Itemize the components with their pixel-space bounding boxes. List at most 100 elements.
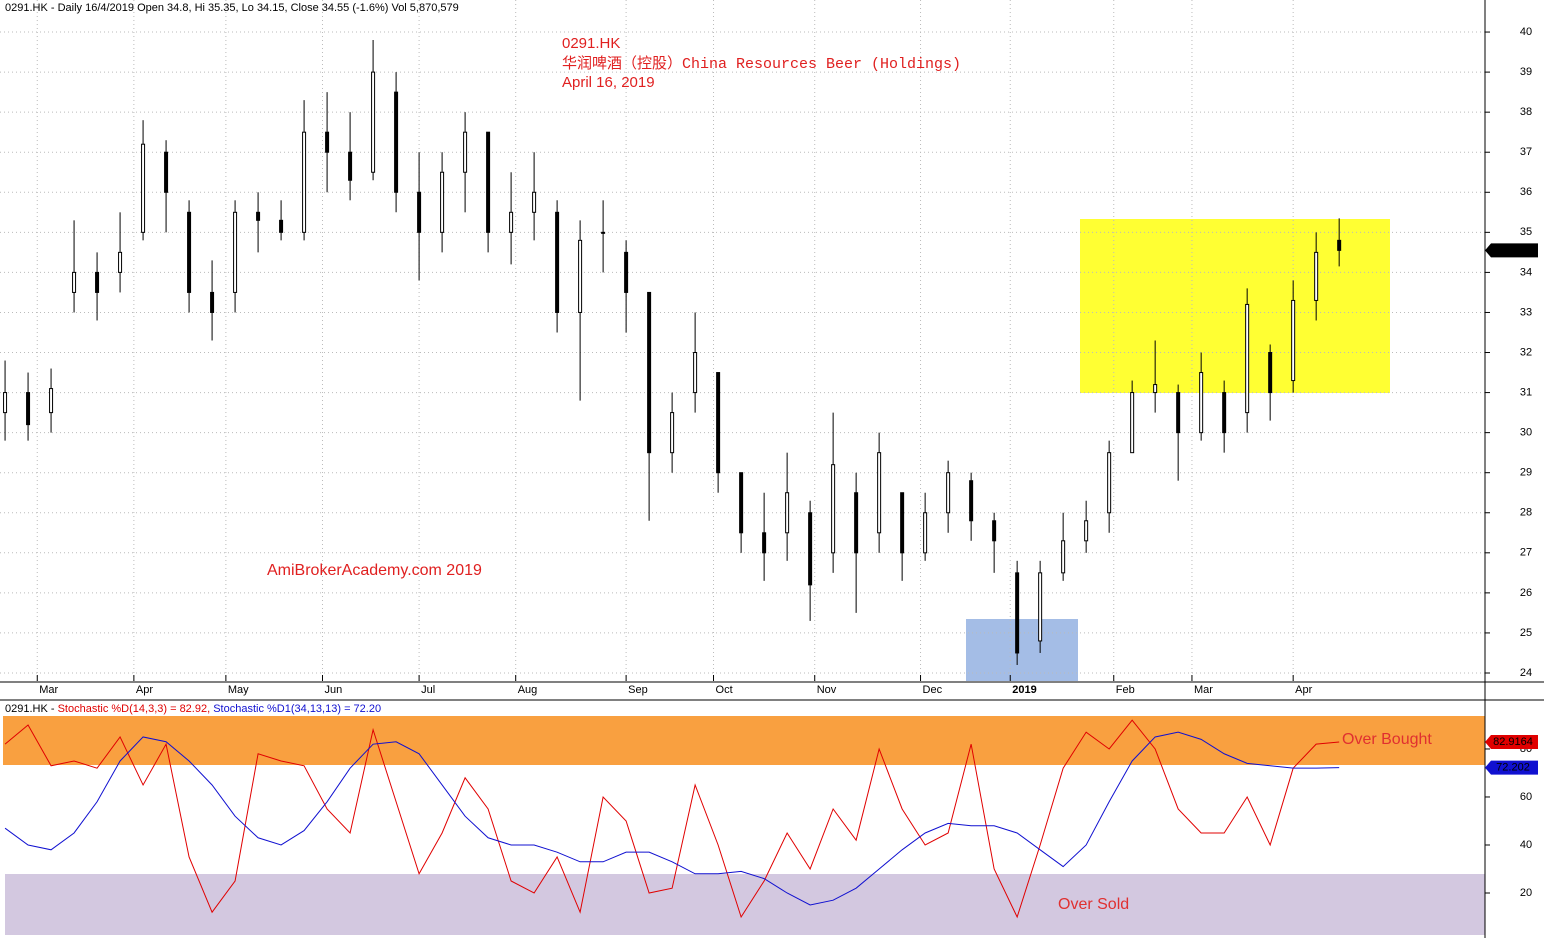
candle-body xyxy=(831,464,836,554)
candle-body xyxy=(808,512,813,586)
candle-body xyxy=(1337,239,1342,251)
series-line xyxy=(4,719,1340,919)
candle-body xyxy=(72,271,77,293)
candle-body xyxy=(969,480,974,522)
x-tick-label: Jul xyxy=(421,684,435,696)
y-tick-label: 32 xyxy=(1520,346,1532,358)
candle-body xyxy=(1291,299,1296,382)
candle-body xyxy=(417,191,422,233)
candle-body xyxy=(141,143,146,233)
candle-body xyxy=(394,91,399,193)
x-tick-label: Oct xyxy=(716,684,733,696)
y-tick-label: 39 xyxy=(1520,66,1532,78)
y-tick-label: 29 xyxy=(1520,467,1532,479)
y-tick-label: 20 xyxy=(1520,887,1532,899)
support-zone xyxy=(966,619,1078,681)
candle-body xyxy=(854,492,859,554)
candle-body xyxy=(693,352,698,394)
candle-body xyxy=(578,239,583,313)
y-tick-label: 28 xyxy=(1520,507,1532,519)
y-tick-label: 31 xyxy=(1520,386,1532,398)
value-badge xyxy=(1485,760,1538,775)
candle-body xyxy=(95,271,100,293)
candle-body xyxy=(900,492,905,554)
x-tick-label: Dec xyxy=(923,684,943,696)
candle-body xyxy=(348,151,353,181)
candle-body xyxy=(1153,384,1158,394)
y-tick-label: 34 xyxy=(1520,266,1532,278)
x-tick-label: Mar xyxy=(1194,684,1213,696)
y-tick-label: 30 xyxy=(1520,427,1532,439)
candle-body xyxy=(670,412,675,454)
x-tick-label: May xyxy=(228,684,249,696)
candle-body xyxy=(3,392,8,414)
candle-body xyxy=(1107,452,1112,514)
candle-body xyxy=(463,131,468,173)
candle-body xyxy=(923,512,928,554)
candle-body xyxy=(509,211,514,233)
candle-body xyxy=(26,392,31,426)
candle-body xyxy=(785,492,790,534)
candle-body xyxy=(624,251,629,293)
candle-body xyxy=(486,131,491,233)
x-tick-label: Jun xyxy=(324,684,342,696)
series-line xyxy=(4,731,1340,906)
x-tick-label: Apr xyxy=(1295,684,1312,696)
y-tick-label: 27 xyxy=(1520,547,1532,559)
candle-body xyxy=(302,131,307,233)
candle-body xyxy=(1245,303,1250,414)
indicator-header-part: Stochastic %D(14,3,3) = 82.92, xyxy=(58,703,214,715)
indicator-header-part: Stochastic %D1(34,13,13) = 72.20 xyxy=(213,703,381,715)
candle-body xyxy=(371,71,376,173)
price-badge xyxy=(1485,243,1538,258)
overbought-zone xyxy=(3,716,1485,765)
plot-layer xyxy=(0,0,1485,919)
y-tick-label: 35 xyxy=(1520,226,1532,238)
y-tick-label: 25 xyxy=(1520,627,1532,639)
candle-body xyxy=(1084,520,1089,542)
candle-body xyxy=(1222,392,1227,434)
watermark: AmiBrokerAcademy.com 2019 xyxy=(267,562,482,579)
indicator-header: 0291.HK - Stochastic %D(14,3,3) = 82.92,… xyxy=(5,703,381,715)
candle-body xyxy=(946,472,951,514)
candle-body xyxy=(187,211,192,293)
y-tick-label: 40 xyxy=(1520,26,1532,38)
candle-body xyxy=(555,211,560,313)
x-tick-label: 2019 xyxy=(1012,684,1036,696)
x-tick-label: Apr xyxy=(136,684,153,696)
candle-body xyxy=(49,388,54,414)
candle-body xyxy=(440,171,445,233)
candle-body xyxy=(1199,372,1204,434)
y-tick-label: 24 xyxy=(1520,667,1532,679)
candle-body xyxy=(1038,572,1043,642)
candle-body xyxy=(1268,352,1273,394)
candle-body xyxy=(716,372,721,474)
x-tick-label: Sep xyxy=(628,684,648,696)
y-tick-label: 26 xyxy=(1520,587,1532,599)
y-tick-label: 37 xyxy=(1520,146,1532,158)
y-tick-label: 38 xyxy=(1520,106,1532,118)
y-tick-label: 40 xyxy=(1520,839,1532,851)
y-tick-label: 36 xyxy=(1520,186,1532,198)
candle-body xyxy=(256,211,261,221)
price-label: 34.55 xyxy=(1497,244,1525,256)
candle-body xyxy=(1061,540,1066,574)
title-line: April 16, 2019 xyxy=(562,74,655,91)
value-badge-label: 82.9164 xyxy=(1493,736,1533,748)
candle-body xyxy=(1015,572,1020,654)
candle-body xyxy=(762,532,767,554)
candle-body xyxy=(601,231,606,234)
value-badge xyxy=(1485,734,1538,749)
candle-body xyxy=(1314,251,1319,301)
resistance-zone xyxy=(1080,219,1390,393)
candle-body xyxy=(1176,392,1181,434)
x-tick-label: Mar xyxy=(39,684,58,696)
candle-body xyxy=(532,191,537,213)
y-tick-label: 60 xyxy=(1520,791,1532,803)
oversold-zone xyxy=(5,874,1485,935)
candle-body xyxy=(877,452,882,534)
candle-body xyxy=(739,472,744,534)
candle-body xyxy=(279,219,284,233)
indicator-header-part: 0291.HK - xyxy=(5,703,58,715)
